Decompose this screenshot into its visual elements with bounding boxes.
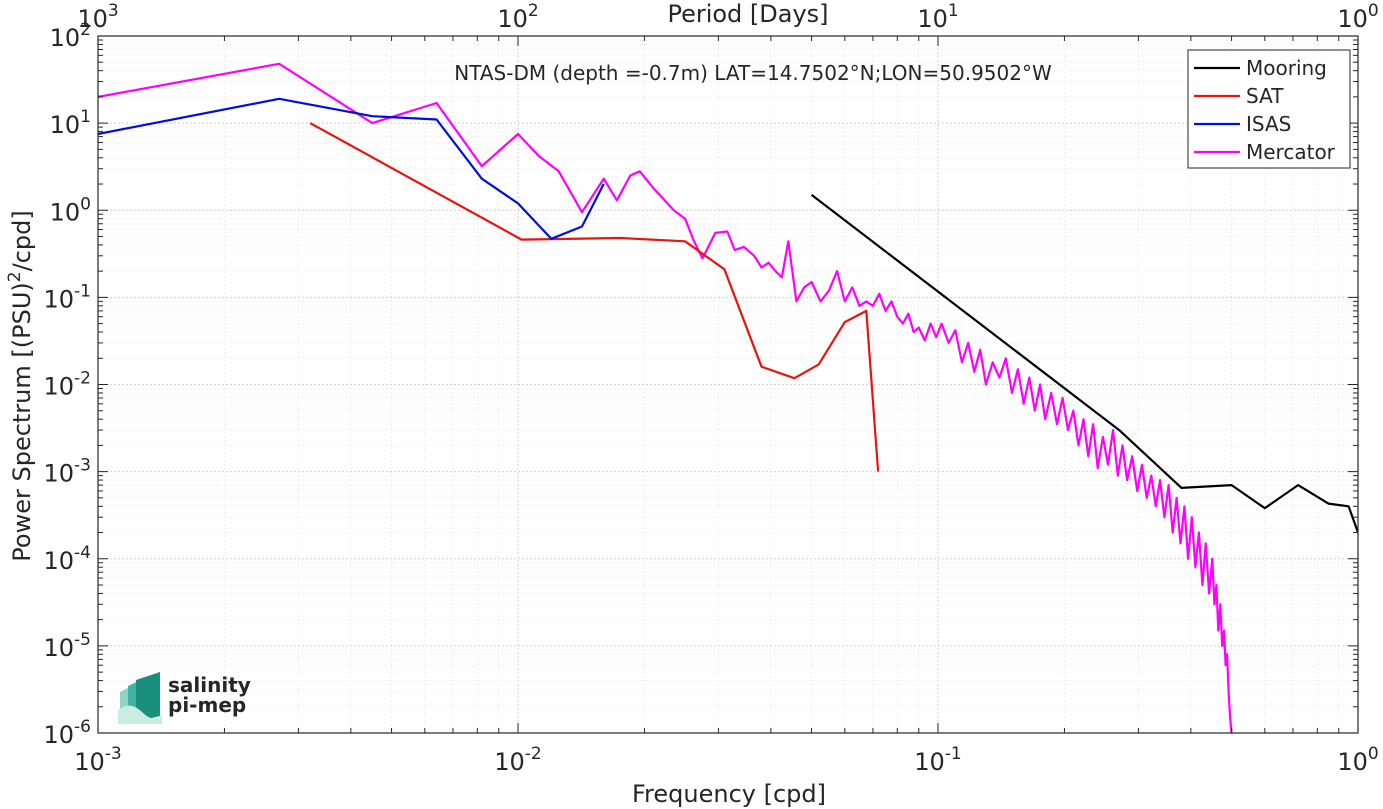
- y-tick-label: 10-2: [44, 369, 92, 401]
- legend-label-mercator: Mercator: [1246, 140, 1336, 164]
- grid: [97, 36, 1358, 734]
- tick-marks: [97, 35, 1359, 734]
- y-axis-title: Power Spectrum [(PSU)2/cpd]: [5, 210, 36, 561]
- logo-text-line2: pi-mep: [168, 693, 246, 717]
- y-tick-label: 10-1: [44, 281, 92, 313]
- y-tick-label-exponent: 2: [80, 20, 91, 40]
- logo-text-line1: salinity: [168, 673, 251, 697]
- x-tick-label-exponent: -2: [525, 744, 542, 764]
- y-tick-label-exponent: -4: [74, 543, 91, 563]
- series-lines: [98, 62, 1358, 733]
- top-tick-label: 103: [77, 1, 118, 33]
- y-tick-label: 10-6: [44, 717, 92, 749]
- y-tick-label: 10-3: [44, 456, 92, 488]
- top-tick-label-exponent: 3: [108, 1, 119, 21]
- legend-label-isas: ISAS: [1246, 112, 1291, 136]
- top-tick-label: 101: [917, 1, 958, 33]
- x-tick-label-base: 10: [914, 748, 945, 776]
- y-tick-label-base: 10: [44, 373, 75, 401]
- x-tick-label: 10-3: [74, 744, 122, 776]
- y-tick-label-exponent: -1: [74, 281, 91, 301]
- y-tick-label-base: 10: [50, 198, 81, 226]
- top-tick-label-base: 10: [497, 5, 528, 33]
- top-tick-label-exponent: 1: [948, 1, 959, 21]
- salinity-pi-mep-logo: salinity pi-mep: [118, 672, 251, 724]
- x-tick-label-exponent: -1: [945, 744, 962, 764]
- top-tick-label-base: 10: [1337, 5, 1368, 33]
- x-tick-label: 10-2: [494, 744, 542, 776]
- y-axis-title-unit: /cpd]: [8, 210, 36, 271]
- series-line-sat: [309, 122, 880, 472]
- y-tick-label: 102: [50, 20, 91, 52]
- top-tick-label: 102: [497, 1, 538, 33]
- y-tick-label-base: 10: [50, 111, 81, 139]
- y-axis-title-sup: 2: [5, 271, 25, 282]
- x-axis-title: Frequency [cpd]: [632, 780, 826, 808]
- y-tick-label-base: 10: [44, 721, 75, 749]
- top-tick-label-exponent: 2: [528, 1, 539, 21]
- y-tick-label-exponent: -5: [74, 630, 91, 650]
- y-tick-label-exponent: 1: [80, 107, 91, 127]
- legend-box: [1187, 49, 1351, 169]
- top-tick-label-base: 10: [77, 5, 108, 33]
- series-line-mooring: [810, 194, 1358, 533]
- y-tick-label-base: 10: [44, 285, 75, 313]
- legend-label-sat: SAT: [1246, 84, 1284, 108]
- series-line-isas: [98, 97, 605, 240]
- y-tick-label-base: 10: [44, 634, 75, 662]
- y-axis-title-main: Power Spectrum [(PSU): [8, 282, 36, 561]
- x-tick-label: 10-1: [914, 744, 962, 776]
- y-tick-label-base: 10: [44, 460, 75, 488]
- y-tick-label-base: 10: [44, 547, 75, 575]
- top-tick-label-base: 10: [917, 5, 948, 33]
- y-tick-label-exponent: -6: [74, 717, 91, 737]
- logo-mark-icon: [118, 672, 162, 724]
- y-tick-label-exponent: -3: [74, 456, 91, 476]
- legend-label-mooring: Mooring: [1246, 56, 1327, 80]
- x-tick-label-base: 10: [74, 748, 105, 776]
- y-tick-label: 101: [50, 107, 91, 139]
- y-tick-label: 100: [50, 194, 91, 226]
- x-tick-label: 100: [1337, 744, 1378, 776]
- top-tick-label: 100: [1337, 1, 1378, 33]
- y-tick-label-base: 10: [50, 24, 81, 52]
- x-tick-label-base: 10: [1337, 748, 1368, 776]
- x-tick-label-exponent: 0: [1368, 744, 1379, 764]
- top-axis-title: Period [Days]: [667, 0, 828, 28]
- y-tick-label: 10-5: [44, 630, 92, 662]
- y-tick-label-exponent: 0: [80, 194, 91, 214]
- legend: Mooring SAT ISAS Mercator: [1187, 49, 1351, 169]
- x-tick-label-base: 10: [494, 748, 525, 776]
- chart-title: NTAS-DM (depth =-0.7m) LAT=14.7502°N;LON…: [454, 61, 1052, 85]
- series-line-mercator: [98, 62, 1233, 733]
- y-tick-label-exponent: -2: [74, 369, 91, 389]
- y-tick-label: 10-4: [44, 543, 92, 575]
- top-tick-label-exponent: 0: [1368, 1, 1379, 21]
- x-tick-label-exponent: -3: [105, 744, 122, 764]
